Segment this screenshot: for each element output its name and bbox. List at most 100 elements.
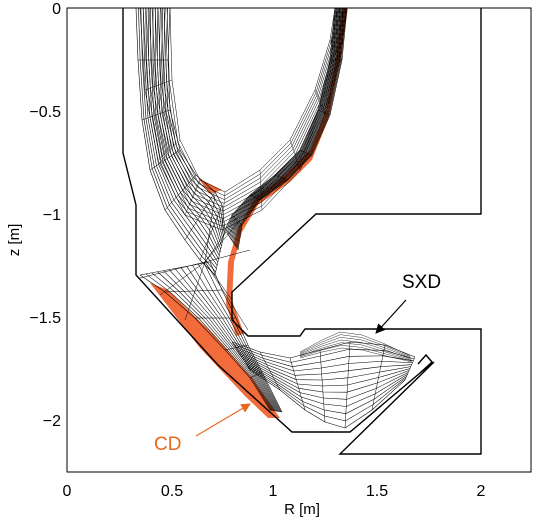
mesh-flux-line — [180, 267, 278, 412]
mesh-radial-line — [224, 229, 239, 251]
mesh-radial-line — [214, 229, 226, 276]
mesh-flux-line — [135, 8, 216, 276]
mesh-flux-line — [203, 262, 282, 412]
mesh-flux-line — [145, 273, 272, 411]
mesh-radial-line — [344, 341, 351, 429]
mesh-flux-line — [174, 268, 277, 412]
mesh-flux-line — [156, 8, 222, 247]
mesh-radial-line — [149, 149, 181, 171]
mesh-flux-line — [160, 8, 339, 204]
mesh-flux-line — [151, 272, 273, 411]
mesh-radial-line — [184, 261, 206, 321]
x-tick-label: 1 — [269, 483, 278, 500]
mesh-flux-line — [139, 274, 271, 411]
mesh-radial-line — [139, 261, 211, 276]
mesh-radial-line — [204, 261, 249, 331]
x-tick-label: 0.5 — [161, 483, 183, 500]
mesh-flux-line — [142, 8, 218, 266]
mesh-flux-line — [154, 8, 342, 212]
mesh-radial-line — [159, 261, 206, 296]
mesh-flux-line — [233, 8, 344, 243]
mesh-flux-line — [227, 8, 338, 235]
mesh-flux-line — [138, 8, 216, 272]
mesh-flux-line — [157, 271, 274, 411]
mesh-flux-line — [166, 8, 337, 197]
mesh-radial-line — [231, 341, 251, 371]
mesh-flux-line — [239, 353, 411, 381]
mesh-radial-line — [221, 191, 226, 231]
plot-frame — [66, 7, 532, 473]
mesh-flux-line — [299, 331, 411, 357]
mesh-flux-line — [152, 8, 221, 253]
mesh-radial-line — [204, 219, 241, 263]
mesh-flux-line — [299, 339, 412, 360]
sxd-annotation-label: SXD — [402, 272, 441, 293]
mesh-radial-line — [269, 409, 283, 413]
mesh-radial-line — [157, 139, 181, 161]
mesh-flux-line — [231, 341, 416, 359]
mesh-radial-line — [204, 261, 233, 301]
mesh-flux-line — [237, 8, 348, 251]
sxd-annotation-arrow — [375, 299, 407, 334]
mesh-flux-line — [299, 345, 412, 362]
mesh-flux-line — [299, 342, 412, 361]
mesh-radial-line — [164, 289, 223, 293]
sxd-wall-segment — [417, 353, 433, 374]
mesh-radial-line — [259, 351, 281, 391]
x-tick-label: 1.5 — [366, 483, 388, 500]
cd-target-plate — [150, 283, 280, 418]
mesh-flux-line — [157, 8, 341, 208]
cd-annotation-label: CD — [154, 434, 181, 455]
mesh-flux-line — [163, 270, 275, 411]
y-tick-label: −0.5 — [29, 104, 61, 121]
mesh-radial-line — [144, 79, 173, 91]
x-axis-label: R [m] — [284, 501, 320, 518]
plasma-mesh — [135, 8, 416, 429]
mesh-flux-line — [235, 8, 346, 248]
mesh-flux-line — [140, 8, 217, 269]
mesh-flux-line — [168, 269, 276, 411]
mesh-radial-line — [204, 231, 227, 263]
mesh-flux-line — [154, 8, 221, 250]
y-tick-label: −2 — [43, 413, 61, 430]
mesh-radial-line — [199, 204, 223, 261]
mesh-flux-line — [231, 8, 342, 241]
mesh-flux-line — [225, 8, 337, 232]
mesh-radial-line — [404, 356, 416, 381]
y-tick-label: 0 — [52, 1, 61, 18]
mesh-radial-line — [204, 194, 216, 263]
mesh-flux-line — [151, 8, 343, 216]
mesh-flux-line — [163, 8, 338, 200]
mesh-flux-line — [142, 8, 347, 227]
y-axis-label: z [m] — [6, 224, 23, 257]
mesh-radial-line — [274, 174, 289, 181]
mesh-flux-line — [186, 266, 279, 412]
mesh-radial-line — [289, 357, 306, 411]
x-tick-label: 0 — [63, 483, 72, 500]
mesh-radial-line — [204, 249, 251, 263]
mesh-flux-line — [145, 8, 345, 223]
mesh-flux-line — [229, 8, 340, 238]
mesh-flux-line — [169, 8, 336, 193]
mesh-radial-line — [314, 89, 326, 116]
y-tick-label: −1.5 — [29, 310, 61, 327]
mesh-flux-line — [150, 8, 220, 256]
cd-annotation-arrow — [195, 403, 251, 437]
mesh-flux-line — [192, 265, 280, 412]
x-tick-label: 2 — [477, 483, 486, 500]
mesh-flux-line — [299, 337, 411, 359]
y-tick-label: −1 — [43, 207, 61, 224]
mesh-flux-line — [139, 8, 348, 231]
mesh-flux-line — [224, 8, 336, 231]
mesh-radial-line — [371, 344, 386, 411]
vessel-wall — [122, 8, 482, 455]
mesh-radial-line — [249, 371, 263, 379]
mesh-radial-line — [329, 39, 341, 61]
mesh-flux-line — [148, 8, 344, 219]
mesh-radial-line — [184, 191, 216, 241]
mesh-flux-line — [299, 334, 411, 358]
mesh-flux-line — [230, 8, 341, 239]
mesh-radial-line — [289, 139, 301, 171]
mesh-flux-line — [198, 264, 281, 412]
